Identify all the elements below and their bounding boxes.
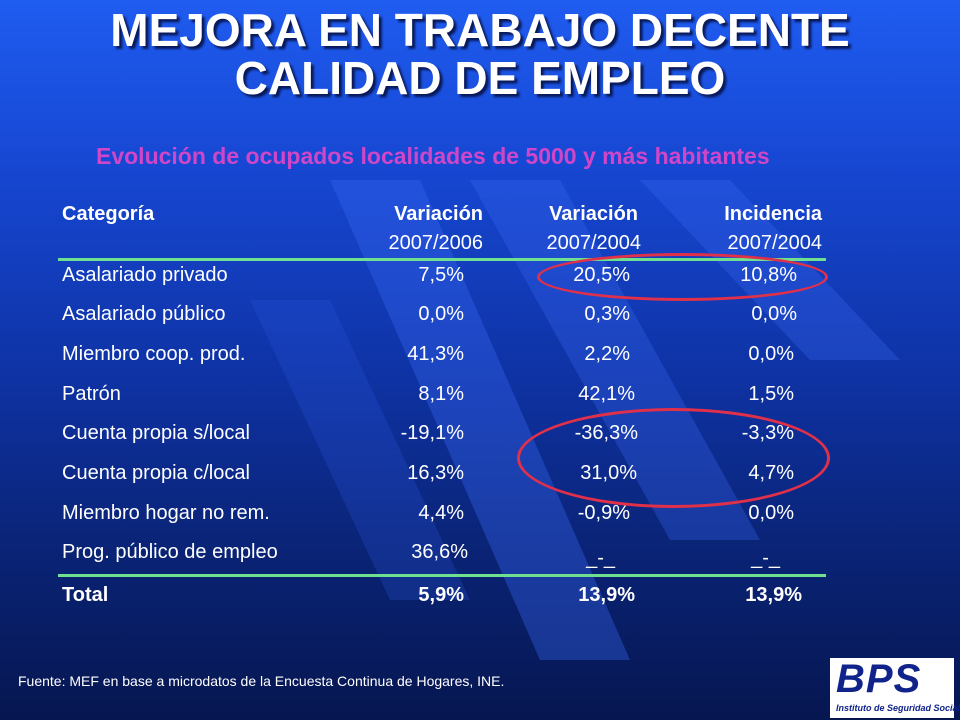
row-asalariado-publico-category: Asalariado público bbox=[62, 303, 226, 325]
row-miembro-coop-category: Miembro coop. prod. bbox=[62, 343, 246, 365]
row-asalariado-privado-var-2006: 7,5% bbox=[418, 264, 464, 286]
row-miembro-hogar-incidencia: 0,0% bbox=[748, 502, 794, 524]
header-rule bbox=[58, 258, 826, 261]
header-variacion-2007-2006-period: 2007/2006 bbox=[388, 232, 483, 254]
row-asalariado-privado-category: Asalariado privado bbox=[62, 264, 228, 286]
page-title: MEJORA EN TRABAJO DECENTE CALIDAD DE EMP… bbox=[0, 6, 960, 102]
row-patron-category: Patrón bbox=[62, 383, 121, 405]
row-cuenta-propia-sin-local-var-2006: -19,1% bbox=[400, 422, 464, 444]
row-patron-var-2004: 42,1% bbox=[578, 383, 635, 405]
row-prog-publico-var-2004: _-_ bbox=[586, 547, 615, 569]
row-miembro-coop-incidencia: 0,0% bbox=[748, 343, 794, 365]
highlight-ellipse-cuenta-propia bbox=[517, 408, 830, 508]
header-categoria: Categoría bbox=[62, 203, 155, 225]
page-title-line-1: MEJORA EN TRABAJO DECENTE bbox=[110, 4, 850, 56]
header-variacion-2007-2006: Variación bbox=[394, 203, 483, 225]
row-patron-incidencia: 1,5% bbox=[748, 383, 794, 405]
row-patron-var-2006: 8,1% bbox=[418, 383, 464, 405]
row-cuenta-propia-sin-local-category: Cuenta propia s/local bbox=[62, 422, 250, 444]
row-asalariado-publico-incidencia: 0,0% bbox=[751, 303, 797, 325]
row-asalariado-publico-var-2006: 0,0% bbox=[418, 303, 464, 325]
table-subtitle: Evolución de ocupados localidades de 500… bbox=[96, 143, 770, 169]
row-miembro-coop-var-2006: 41,3% bbox=[407, 343, 464, 365]
row-total-var-2006: 5,9% bbox=[418, 584, 464, 606]
row-miembro-hogar-var-2006: 4,4% bbox=[418, 502, 464, 524]
row-cuenta-propia-con-local-category: Cuenta propia c/local bbox=[62, 462, 250, 484]
row-cuenta-propia-con-local-var-2006: 16,3% bbox=[407, 462, 464, 484]
row-asalariado-publico-var-2004: 0,3% bbox=[584, 303, 630, 325]
header-variacion-2007-2004-period: 2007/2004 bbox=[546, 232, 641, 254]
total-rule bbox=[58, 574, 826, 577]
row-total-var-2004: 13,9% bbox=[578, 584, 635, 606]
row-prog-publico-var-2006: 36,6% bbox=[411, 541, 468, 563]
header-incidencia: Incidencia bbox=[724, 203, 822, 225]
bps-logo-subtitle: Instituto de Seguridad Social bbox=[836, 703, 960, 713]
bps-logo: BPS Instituto de Seguridad Social bbox=[830, 657, 960, 718]
row-prog-publico-category: Prog. público de empleo bbox=[62, 541, 278, 563]
source-footnote: Fuente: MEF en base a microdatos de la E… bbox=[18, 673, 505, 689]
page-title-line-2: CALIDAD DE EMPLEO bbox=[234, 52, 726, 104]
row-total-category: Total bbox=[62, 584, 109, 606]
bps-logo-text: BPS bbox=[836, 657, 922, 701]
header-variacion-2007-2004: Variación bbox=[549, 203, 638, 225]
highlight-ellipse-asalariado-privado bbox=[537, 253, 828, 301]
header-incidencia-period: 2007/2004 bbox=[727, 232, 822, 254]
row-total-incidencia: 13,9% bbox=[745, 584, 802, 606]
row-miembro-hogar-category: Miembro hogar no rem. bbox=[62, 502, 270, 524]
row-miembro-coop-var-2004: 2,2% bbox=[584, 343, 630, 365]
row-prog-publico-incidencia: _-_ bbox=[751, 547, 780, 569]
row-miembro-hogar-var-2004: -0,9% bbox=[577, 502, 630, 524]
